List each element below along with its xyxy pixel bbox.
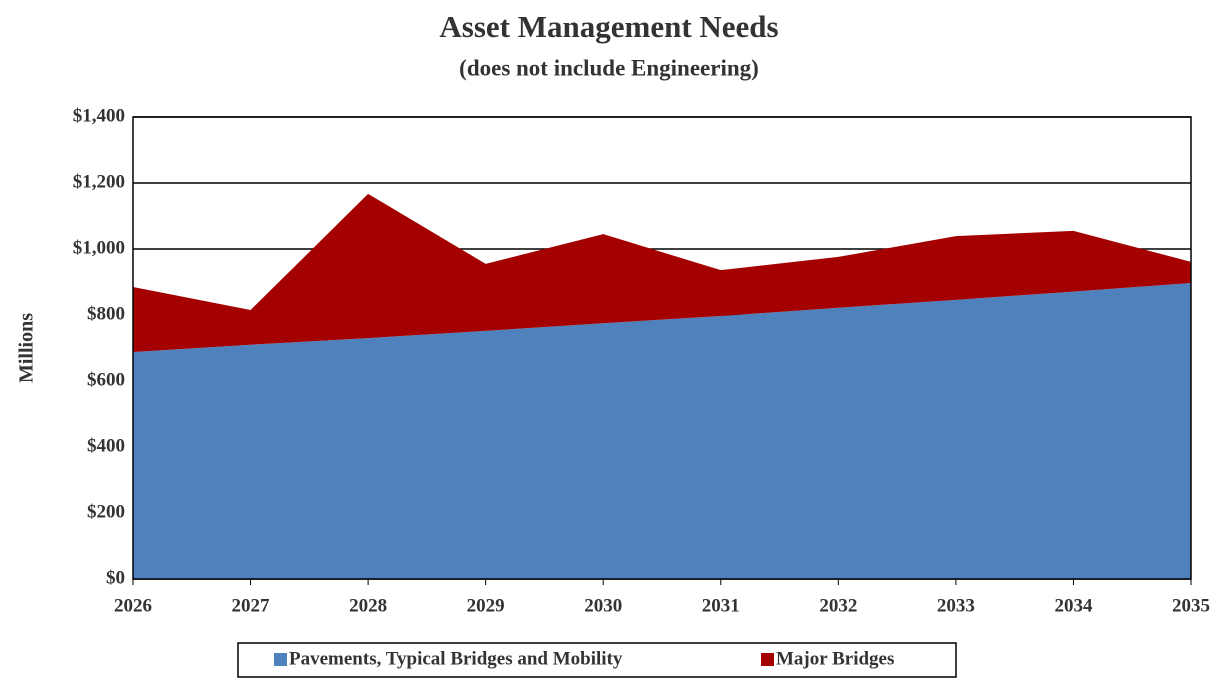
y-tick-label: $600 <box>87 369 125 390</box>
chart-subtitle: (does not include Engineering) <box>459 55 759 80</box>
chart-title: Asset Management Needs <box>439 9 778 44</box>
legend-swatch <box>761 653 774 666</box>
legend-label: Major Bridges <box>776 648 894 669</box>
y-tick-label: $1,400 <box>73 105 125 126</box>
x-tick-label: 2032 <box>819 595 857 616</box>
x-tick-label: 2033 <box>937 595 975 616</box>
area <box>133 193 1191 352</box>
x-tick-label: 2029 <box>467 595 505 616</box>
x-tick-label: 2034 <box>1054 595 1093 616</box>
legend-label: Pavements, Typical Bridges and Mobility <box>289 648 623 669</box>
y-tick-label: $1,200 <box>73 171 125 192</box>
x-tick-label: 2035 <box>1172 595 1210 616</box>
x-tick-label: 2030 <box>584 595 622 616</box>
y-tick-label: $200 <box>87 501 125 522</box>
y-tick-label: $800 <box>87 303 125 324</box>
y-axis-label: Millions <box>16 313 38 383</box>
area <box>133 282 1191 579</box>
legend-box <box>237 642 957 678</box>
x-tick-label: 2026 <box>114 595 152 616</box>
x-tick-label: 2031 <box>702 595 740 616</box>
x-tick-label: 2028 <box>349 595 387 616</box>
y-tick-label: $0 <box>106 567 125 588</box>
x-tick-label: 2027 <box>232 595 271 616</box>
legend-swatch <box>274 653 287 666</box>
y-tick-label: $400 <box>87 435 125 456</box>
plot-border <box>132 116 1192 580</box>
y-tick-label: $1,000 <box>73 237 125 258</box>
